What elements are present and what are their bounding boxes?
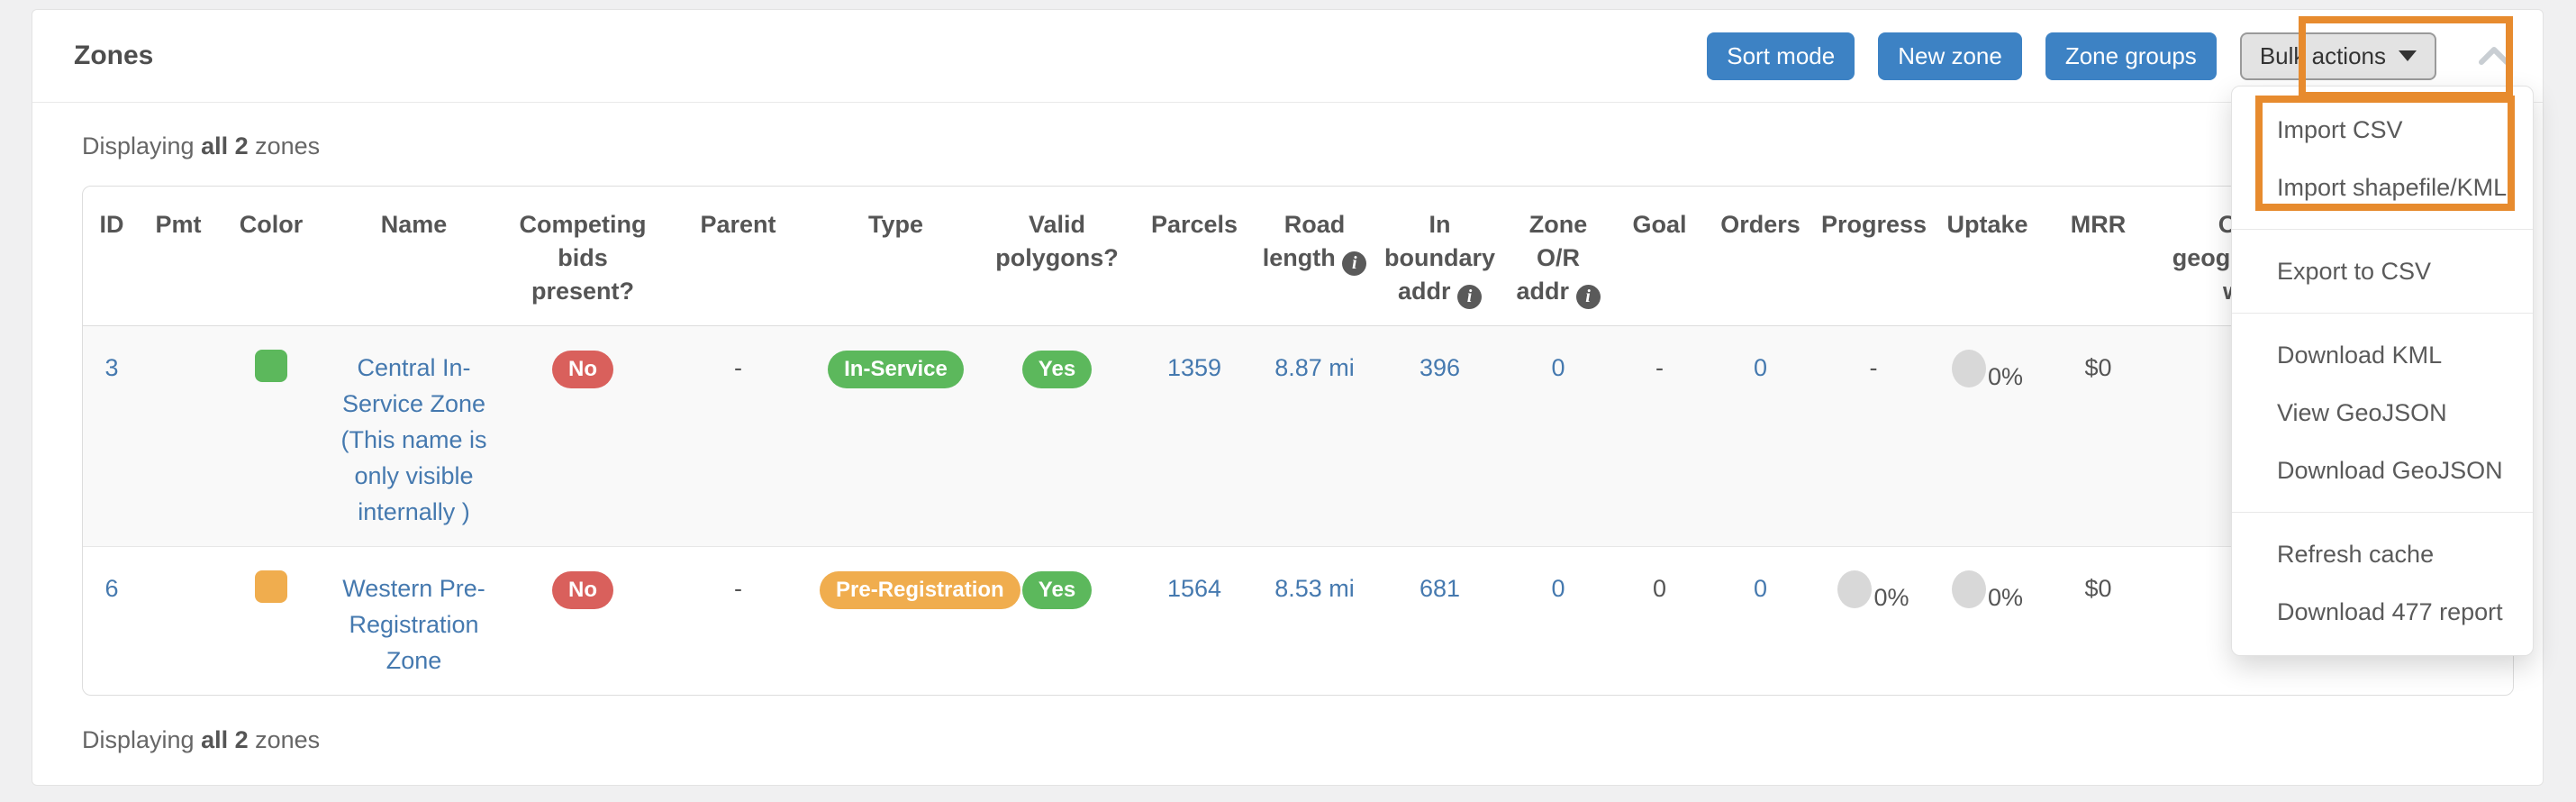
menu-item-refresh-cache[interactable]: Refresh cache: [2277, 541, 2435, 568]
col-header-parcels: Parcels: [1135, 187, 1254, 326]
col-header-in-boundary-addr: In boundary addr: [1375, 187, 1504, 326]
zone-groups-button[interactable]: Zone groups: [2045, 32, 2217, 80]
competing-bids-badge: No: [552, 351, 613, 389]
orders-link[interactable]: 0: [1753, 354, 1768, 381]
uptake-donut-icon: [1951, 570, 1986, 608]
zone-color-swatch: [255, 570, 287, 603]
info-icon[interactable]: [1342, 251, 1367, 276]
menu-item-import-shapefile-kml[interactable]: Import shapefile/KML: [2277, 174, 2508, 201]
zone-or-addr-link[interactable]: 0: [1551, 354, 1565, 381]
zone-id-link[interactable]: 3: [104, 354, 119, 381]
zone-id-link[interactable]: 6: [104, 575, 119, 602]
col-header-road-length: Road length: [1254, 187, 1375, 326]
col-header-id: ID: [83, 187, 141, 326]
zone-type-badge: Pre-Registration: [820, 571, 1020, 610]
goal-cell: 0: [1652, 575, 1667, 602]
toolbar: Sort mode New zone Zone groups Bulk acti…: [1707, 32, 2476, 80]
zone-color-swatch: [255, 350, 287, 382]
parcels-link[interactable]: 1359: [1166, 354, 1222, 381]
parcels-link[interactable]: 1564: [1166, 575, 1222, 602]
menu-item-import-csv[interactable]: Import CSV: [2277, 116, 2403, 143]
col-header-uptake: Uptake: [1933, 187, 2042, 326]
info-icon[interactable]: [1575, 285, 1601, 309]
col-header-zone-or-addr: Zone O/R addr: [1504, 187, 1612, 326]
road-length-link[interactable]: 8.87 mi: [1274, 354, 1355, 381]
mrr-cell: $0: [2084, 575, 2112, 602]
table-header-row: ID Pmt Color Name Competing bids present…: [83, 187, 2513, 326]
col-header-valid-polygons: Valid polygons?: [979, 187, 1135, 326]
menu-item-download-geojson[interactable]: Download GeoJSON: [2277, 457, 2503, 484]
col-header-progress: Progress: [1814, 187, 1933, 326]
caret-down-icon: [2399, 50, 2417, 61]
col-header-color: Color: [216, 187, 326, 326]
competing-bids-badge: No: [552, 571, 613, 610]
pmt-cell: [141, 547, 216, 696]
progress-donut-icon: [1837, 570, 1873, 608]
progress-indicator: 0%: [1837, 570, 1909, 615]
panel-heading: Zones Sort mode New zone Zone groups Bul…: [32, 10, 2543, 103]
orders-link[interactable]: 0: [1753, 575, 1768, 602]
col-header-mrr: MRR: [2042, 187, 2154, 326]
info-icon[interactable]: [1457, 285, 1483, 309]
col-header-parent: Parent: [664, 187, 812, 326]
col-header-type: Type: [812, 187, 979, 326]
in-boundary-addr-link[interactable]: 681: [1419, 575, 1461, 602]
panel-body: Displaying all 2 zones ID Pmt Color Name: [32, 103, 2543, 781]
col-header-orders: Orders: [1707, 187, 1814, 326]
menu-divider: [2232, 313, 2533, 314]
valid-polygons-badge: Yes: [1021, 351, 1093, 389]
sort-mode-button[interactable]: Sort mode: [1707, 32, 1855, 80]
uptake-indicator: 0%: [1951, 350, 2023, 395]
goal-cell: -: [1612, 325, 1707, 547]
progress-cell: -: [1814, 325, 1933, 547]
col-header-competing-bids: Competing bids present?: [502, 187, 664, 326]
uptake-indicator: 0%: [1951, 570, 2023, 615]
zone-name-link[interactable]: Western Pre-Registration Zone: [342, 575, 485, 674]
table-row: 6 Western Pre-Registration Zone No - Pre…: [83, 547, 2513, 696]
collapse-panel-chevron-up-icon[interactable]: [2476, 44, 2512, 68]
valid-polygons-badge: Yes: [1021, 571, 1093, 610]
menu-item-download-477-report[interactable]: Download 477 report: [2277, 598, 2503, 625]
menu-divider: [2232, 229, 2533, 230]
zones-panel: Zones Sort mode New zone Zone groups Bul…: [32, 9, 2544, 786]
parent-cell: -: [734, 575, 742, 602]
road-length-link[interactable]: 8.53 mi: [1274, 575, 1355, 602]
table-row: 3 Central In-Service Zone (This name is …: [83, 325, 2513, 547]
pmt-cell: [141, 325, 216, 547]
zone-or-addr-link[interactable]: 0: [1551, 575, 1565, 602]
in-boundary-addr-link[interactable]: 396: [1419, 354, 1461, 381]
menu-item-download-kml[interactable]: Download KML: [2277, 342, 2443, 369]
col-header-pmt: Pmt: [141, 187, 216, 326]
new-zone-button[interactable]: New zone: [1878, 32, 2022, 80]
menu-item-export-to-csv[interactable]: Export to CSV: [2277, 258, 2432, 285]
col-header-name: Name: [326, 187, 502, 326]
zone-name-link[interactable]: Central In-Service Zone (This name is on…: [340, 354, 487, 525]
mrr-cell: $0: [2042, 325, 2154, 547]
zones-table: ID Pmt Color Name Competing bids present…: [82, 186, 2514, 696]
bulk-actions-menu: Import CSV Import shapefile/KML Export t…: [2231, 86, 2534, 656]
uptake-donut-icon: [1951, 350, 1986, 387]
bulk-actions-label: Bulk actions: [2259, 41, 2386, 69]
bulk-actions-button[interactable]: Bulk actions: [2239, 32, 2436, 80]
col-header-goal: Goal: [1612, 187, 1707, 326]
page-title: Zones: [74, 41, 154, 70]
zone-type-badge: In-Service: [828, 351, 964, 389]
summary-bottom: Displaying all 2 zones: [82, 726, 321, 753]
menu-item-view-geojson[interactable]: View GeoJSON: [2277, 399, 2447, 426]
summary-top: Displaying all 2 zones: [82, 132, 321, 159]
parent-cell: -: [664, 325, 812, 547]
menu-divider: [2232, 512, 2533, 513]
